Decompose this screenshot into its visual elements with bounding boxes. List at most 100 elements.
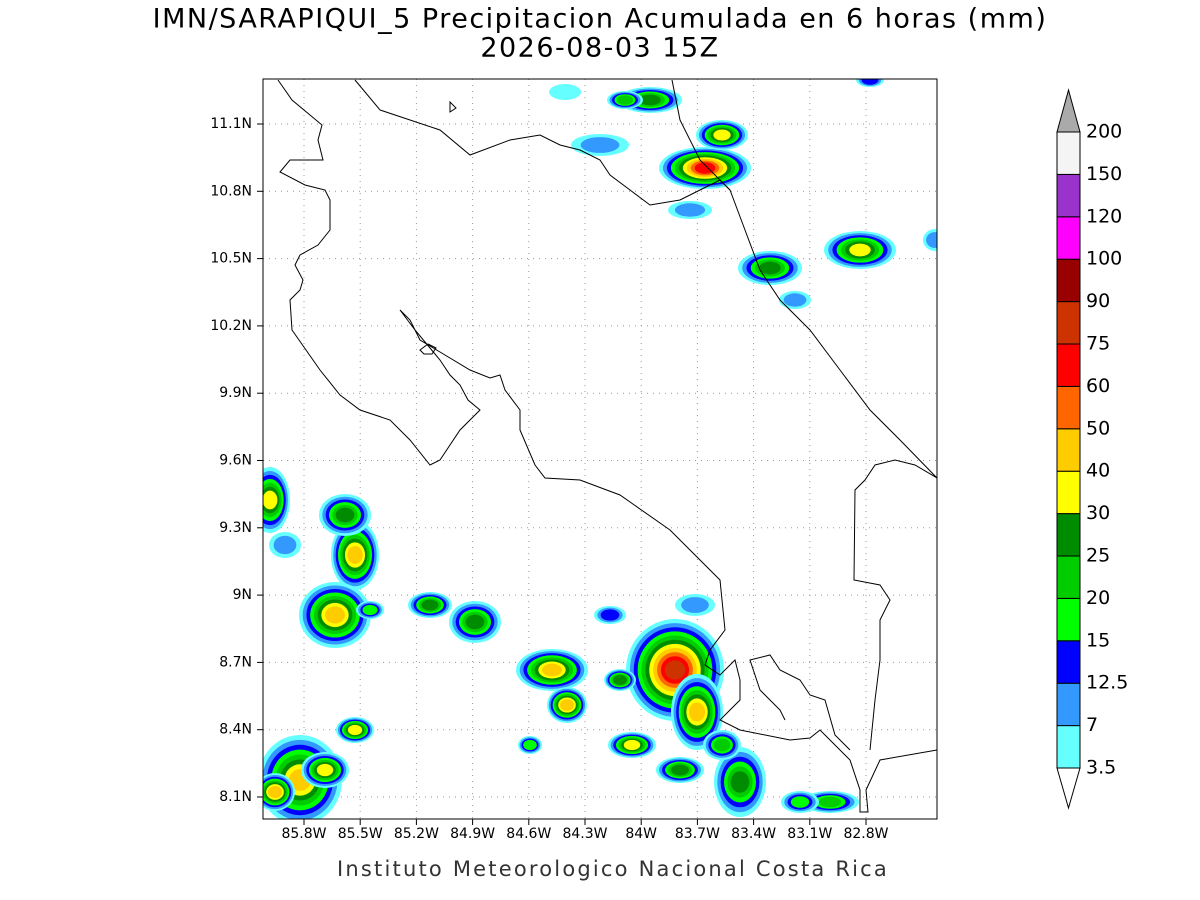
precip-contour — [783, 293, 807, 307]
lon-tick-label: 84W — [625, 826, 657, 842]
precip-contour — [664, 660, 686, 680]
precip-contour — [316, 763, 334, 777]
colorbar-box — [1056, 597, 1081, 642]
precip-contour — [263, 490, 278, 510]
precip-contour — [273, 535, 297, 555]
precip-contour — [600, 609, 620, 621]
lat-tick-label: 10.2N — [210, 318, 252, 334]
colorbar-box — [1056, 258, 1081, 303]
colorbar-label: 20 — [1086, 587, 1110, 609]
lat-tick-label: 8.4N — [219, 722, 252, 738]
precip-contour — [268, 786, 282, 798]
colorbar-under — [1056, 767, 1081, 810]
island — [419, 100, 457, 355]
colorbar-label: 90 — [1086, 290, 1110, 312]
lat-tick-label: 9.3N — [219, 520, 252, 536]
precip-contour — [325, 606, 345, 624]
precip-contour — [362, 604, 378, 616]
colorbar-box — [1056, 173, 1081, 218]
colorbar-label: 150 — [1086, 163, 1122, 185]
precip-contour — [580, 137, 620, 153]
coastline — [749, 459, 937, 751]
lat-tick-label: 10.8N — [210, 183, 252, 199]
footer: Instituto Meteorologico Nacional Costa R… — [337, 857, 889, 881]
coastlines — [277, 79, 937, 813]
border — [354, 79, 731, 206]
lat-tick-label: 8.7N — [219, 654, 252, 670]
lon-tick-label: 83.4W — [731, 826, 776, 842]
precip-contour — [542, 663, 562, 677]
lon-tick-label: 83.7W — [675, 826, 720, 842]
colorbar-over — [1056, 88, 1081, 133]
colorbar-box — [1056, 725, 1081, 769]
colorbar-label: 12.5 — [1086, 672, 1128, 694]
colorbar-box — [1056, 343, 1081, 387]
colorbar-label: 75 — [1086, 333, 1110, 355]
colorbar: 3.5 7 12.5 15 20 25 30 40 50 60 75 90 100 120 150 200 — [1056, 88, 1128, 810]
precip-contour — [713, 129, 731, 141]
precip-contour — [617, 95, 633, 105]
axis-labels: 85.8W 85.5W 85.2W 84.9W 84.6W 84.3W 84W 83.7W 83… — [210, 116, 888, 842]
precip-contour — [335, 507, 355, 523]
lon-tick-label: 84.9W — [450, 826, 495, 842]
colorbar-label: 3.5 — [1086, 757, 1116, 779]
precip-contour — [790, 796, 810, 808]
colorbar-box — [1056, 470, 1081, 515]
precip-contour — [926, 232, 937, 248]
colorbar-box — [1056, 428, 1081, 472]
precip-contour — [713, 738, 731, 752]
lat-tick-label: 11.1N — [210, 116, 252, 132]
precip-contour — [523, 739, 537, 751]
precip-contour — [613, 675, 627, 685]
colorbar-box — [1056, 216, 1081, 260]
colorbar-label: 15 — [1086, 629, 1110, 651]
precipitation — [263, 79, 937, 819]
lon-tick-label: 84.3W — [562, 826, 607, 842]
coastline — [277, 79, 937, 813]
lon-tick-label: 85.2W — [394, 826, 439, 842]
map-frame — [262, 78, 938, 820]
colorbar-label: 30 — [1086, 502, 1110, 524]
precip-contour — [730, 771, 750, 793]
colorbar-label: 7 — [1086, 714, 1098, 736]
precip-contour — [861, 79, 879, 85]
lat-tick-label: 8.1N — [219, 789, 252, 805]
colorbar-label: 25 — [1086, 545, 1110, 567]
colorbar-label: 60 — [1086, 375, 1110, 397]
colorbar-box — [1056, 555, 1081, 599]
precip-contour — [849, 243, 871, 257]
precip-contour — [639, 94, 661, 106]
grid — [257, 79, 937, 825]
precip-contour — [560, 699, 574, 711]
colorbar-label: 50 — [1086, 417, 1110, 439]
title: IMN/SARAPIQUI_5 Precipitacion Acumulada … — [153, 4, 1048, 35]
precip-contour — [671, 764, 689, 776]
lon-tick-label: 82.8W — [843, 826, 888, 842]
colorbar-label: 100 — [1086, 248, 1122, 270]
precip-contour — [465, 614, 485, 630]
colorbar-box — [1056, 385, 1081, 430]
precip-contour — [688, 702, 706, 722]
precip-contour — [549, 84, 581, 100]
lon-tick-label: 85.5W — [338, 826, 383, 842]
colorbar-box — [1056, 640, 1081, 684]
colorbar-label: 40 — [1086, 460, 1110, 482]
colorbar-label: 200 — [1086, 121, 1122, 143]
colorbar-box — [1056, 682, 1081, 727]
lat-tick-label: 9.9N — [219, 385, 252, 401]
coastline — [671, 79, 937, 479]
precip-contour — [759, 261, 781, 275]
lon-tick-label: 85.8W — [281, 826, 326, 842]
lat-tick-label: 9N — [233, 587, 252, 603]
precip-contour — [347, 724, 363, 736]
colorbar-box — [1056, 513, 1081, 557]
precip-contour — [674, 203, 706, 217]
lat-tick-label: 9.6N — [219, 453, 252, 469]
lon-tick-label: 83.1W — [787, 826, 832, 842]
subtitle: 2026-08-03 15Z — [480, 33, 719, 64]
precip-contour — [681, 597, 709, 613]
lon-tick-label: 84.6W — [506, 826, 551, 842]
colorbar-label: 120 — [1086, 205, 1122, 227]
colorbar-box — [1056, 131, 1081, 175]
